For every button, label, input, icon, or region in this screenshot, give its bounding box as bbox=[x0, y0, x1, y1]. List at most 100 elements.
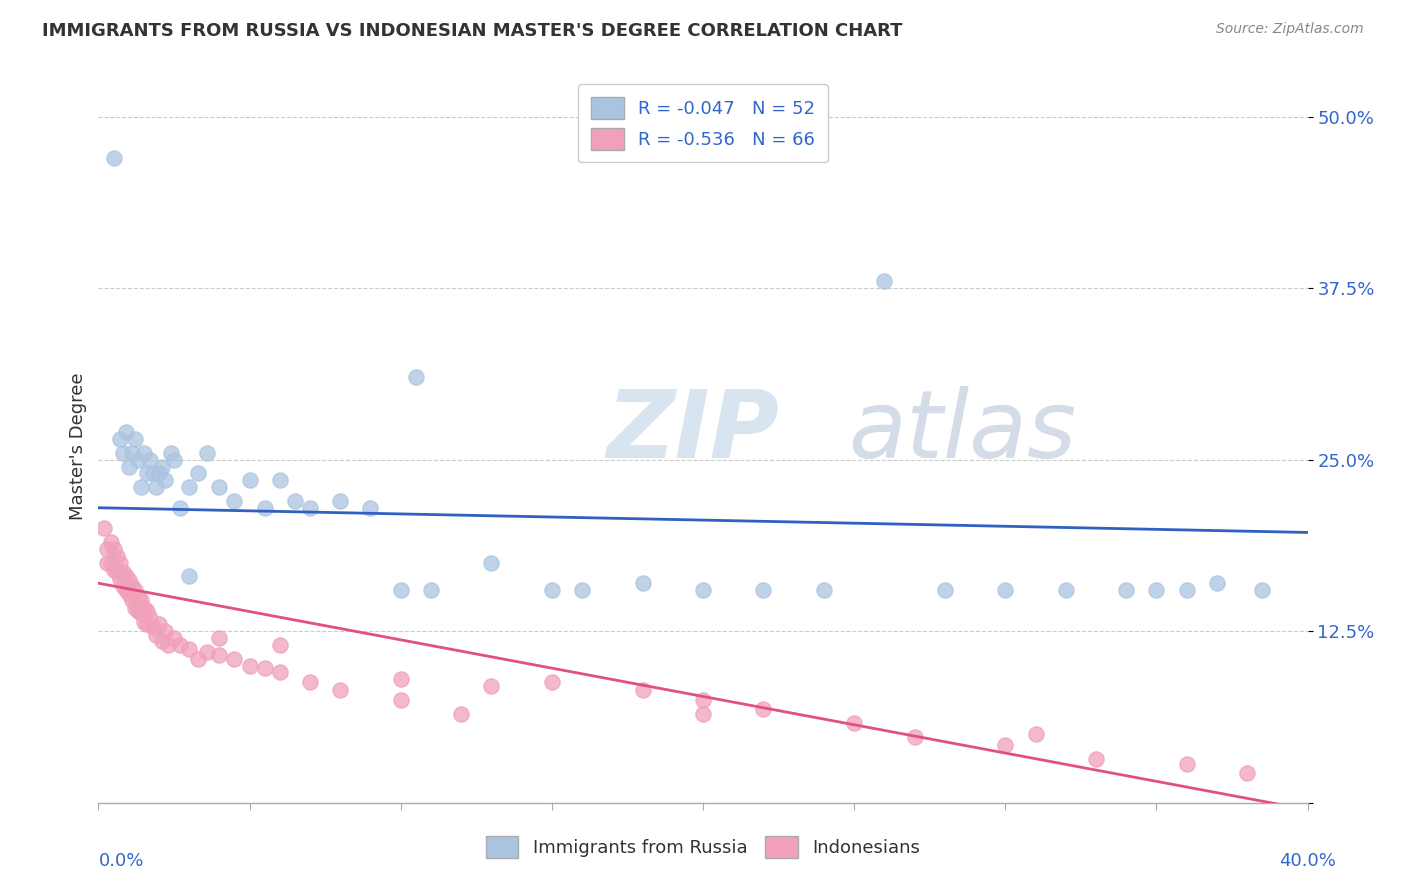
Point bbox=[269, 665, 291, 680]
Point bbox=[389, 583, 412, 598]
Point bbox=[571, 583, 593, 598]
Point bbox=[329, 683, 352, 698]
Point bbox=[540, 675, 562, 690]
Point bbox=[481, 556, 503, 570]
Point bbox=[103, 562, 125, 576]
Point bbox=[108, 572, 131, 586]
Point bbox=[96, 556, 118, 570]
Point bbox=[100, 535, 122, 549]
Point bbox=[253, 500, 276, 515]
Point bbox=[450, 706, 472, 721]
Point bbox=[148, 617, 170, 632]
Point bbox=[1236, 765, 1258, 780]
Point bbox=[111, 579, 134, 593]
Point bbox=[692, 706, 714, 721]
Point bbox=[142, 467, 165, 481]
Point bbox=[540, 583, 562, 598]
Point bbox=[389, 693, 412, 707]
Point bbox=[132, 601, 155, 615]
Point bbox=[1085, 752, 1108, 766]
Point bbox=[132, 615, 155, 629]
Point bbox=[239, 658, 262, 673]
Point bbox=[239, 473, 262, 487]
Point bbox=[108, 432, 131, 446]
Point bbox=[224, 494, 246, 508]
Point bbox=[93, 521, 115, 535]
Point bbox=[187, 651, 209, 665]
Point bbox=[121, 579, 143, 593]
Text: Source: ZipAtlas.com: Source: ZipAtlas.com bbox=[1216, 22, 1364, 37]
Point bbox=[1024, 727, 1046, 741]
Point bbox=[156, 638, 179, 652]
Point bbox=[145, 480, 167, 494]
Point bbox=[169, 638, 191, 652]
Text: 40.0%: 40.0% bbox=[1279, 852, 1336, 870]
Point bbox=[1115, 583, 1137, 598]
Point bbox=[150, 633, 173, 648]
Point bbox=[111, 566, 134, 580]
Point bbox=[269, 638, 291, 652]
Point bbox=[124, 601, 146, 615]
Point bbox=[405, 370, 427, 384]
Point bbox=[179, 642, 201, 657]
Point bbox=[118, 459, 141, 474]
Point bbox=[195, 645, 218, 659]
Point bbox=[148, 467, 170, 481]
Point bbox=[934, 583, 956, 598]
Point bbox=[118, 587, 141, 601]
Point bbox=[844, 716, 866, 731]
Point bbox=[269, 473, 291, 487]
Point bbox=[153, 624, 176, 639]
Point bbox=[129, 592, 152, 607]
Point bbox=[163, 452, 186, 467]
Point bbox=[1144, 583, 1167, 598]
Point bbox=[813, 583, 835, 598]
Point bbox=[631, 576, 654, 591]
Point bbox=[96, 541, 118, 556]
Point bbox=[135, 617, 157, 632]
Point bbox=[187, 467, 209, 481]
Point bbox=[994, 583, 1017, 598]
Text: atlas: atlas bbox=[848, 386, 1077, 477]
Point bbox=[103, 151, 125, 165]
Point bbox=[135, 604, 157, 618]
Point bbox=[114, 425, 136, 440]
Point bbox=[105, 566, 128, 580]
Point bbox=[1054, 583, 1077, 598]
Point bbox=[692, 693, 714, 707]
Point bbox=[208, 648, 231, 662]
Point bbox=[153, 473, 176, 487]
Point bbox=[752, 702, 775, 716]
Point bbox=[139, 452, 162, 467]
Point bbox=[129, 480, 152, 494]
Point bbox=[179, 480, 201, 494]
Point bbox=[127, 590, 149, 604]
Point bbox=[169, 500, 191, 515]
Point bbox=[121, 446, 143, 460]
Point bbox=[132, 446, 155, 460]
Point bbox=[121, 592, 143, 607]
Point bbox=[108, 556, 131, 570]
Text: IMMIGRANTS FROM RUSSIA VS INDONESIAN MASTER'S DEGREE CORRELATION CHART: IMMIGRANTS FROM RUSSIA VS INDONESIAN MAS… bbox=[42, 22, 903, 40]
Point bbox=[1206, 576, 1229, 591]
Point bbox=[253, 661, 276, 675]
Point bbox=[904, 730, 927, 744]
Point bbox=[100, 556, 122, 570]
Point bbox=[103, 541, 125, 556]
Point bbox=[208, 480, 231, 494]
Point bbox=[420, 583, 443, 598]
Point bbox=[389, 673, 412, 687]
Point bbox=[208, 631, 231, 645]
Point bbox=[135, 467, 157, 481]
Point bbox=[224, 651, 246, 665]
Point bbox=[1251, 583, 1274, 598]
Point bbox=[481, 679, 503, 693]
Point bbox=[127, 452, 149, 467]
Point bbox=[160, 446, 183, 460]
Point bbox=[145, 628, 167, 642]
Point bbox=[114, 583, 136, 598]
Point bbox=[179, 569, 201, 583]
Point bbox=[631, 683, 654, 698]
Point bbox=[139, 610, 162, 624]
Point bbox=[124, 432, 146, 446]
